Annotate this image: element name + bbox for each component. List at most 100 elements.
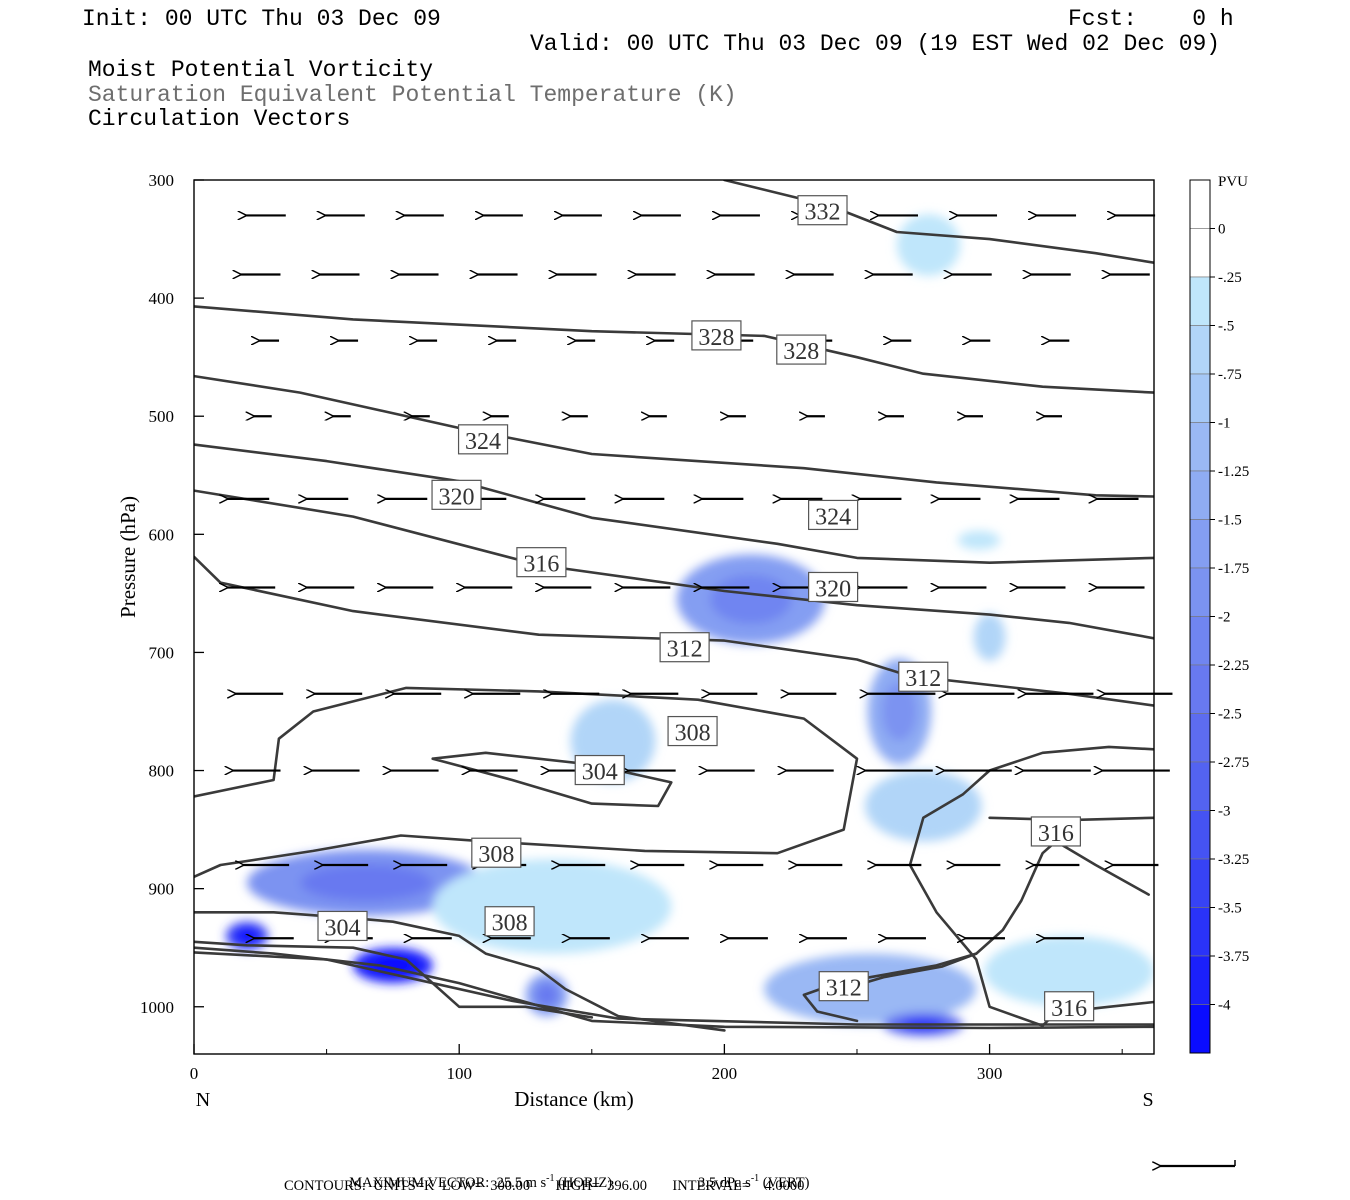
contour-label-box-17 [317, 910, 368, 942]
colorbar-swatch-17 [1189, 1004, 1211, 1054]
pv-region-4 [973, 613, 1006, 661]
contour-label-box-11 [898, 661, 949, 692]
max-vector-horiz: 25.5 m s [496, 1174, 547, 1191]
colorbar-level-4: -1 [1218, 416, 1231, 432]
colorbar-swatch-14 [1189, 858, 1211, 908]
contour-label-11: 312 [905, 666, 941, 692]
valid-time: Valid: 00 UTC Thu 03 Dec 09 (19 EST Wed … [530, 31, 1221, 57]
colorbar-swatch-3 [1189, 325, 1211, 375]
pv-core-7 [300, 864, 433, 901]
contour-label-9: 316 [1051, 996, 1087, 1022]
colorbar-swatch-11 [1189, 713, 1211, 763]
colorbar-swatch-13 [1189, 810, 1211, 860]
contour-label-box-6 [808, 571, 859, 603]
pv-region-12 [764, 953, 977, 1025]
contour-label-box-7 [516, 547, 567, 578]
contour-label-box-15 [484, 906, 535, 937]
horiz-tag: (HORIZ) [558, 1174, 613, 1191]
colorbar-level-10: -2.5 [1218, 707, 1242, 723]
vert-exponent: -1 [750, 1172, 760, 1184]
vert-tag: (VERT) [762, 1174, 810, 1191]
theta-e-contour-3 [194, 443, 1154, 564]
x-axis-label: Distance (km) [514, 1087, 634, 1111]
y-tick-label-2: 500 [149, 407, 175, 426]
theta-e-contour-7 [431, 751, 673, 808]
y-tick-label-4: 700 [149, 643, 175, 662]
y-tick-label-3: 600 [149, 525, 175, 544]
y-tick-label-0: 300 [149, 171, 175, 190]
colorbar-swatch-12 [1189, 761, 1211, 811]
x-tick-label-0: 0 [190, 1064, 199, 1083]
theta-e-contour-6 [194, 686, 859, 879]
contour-label-1: 328 [698, 325, 734, 351]
contour-label-5: 320 [439, 484, 475, 510]
colorbar-level-14: -3.5 [1218, 901, 1242, 917]
contour-label-box-5 [431, 479, 482, 510]
contour-label-box-16 [574, 754, 625, 786]
contour-label-12: 312 [826, 976, 862, 1002]
pv-core-11 [535, 983, 559, 1007]
colorbar-level-8: -2 [1218, 610, 1231, 626]
pv-region-8 [432, 859, 672, 954]
y-axis-label: Pressure (hPa) [116, 496, 140, 618]
contour-label-box-3 [457, 424, 509, 455]
max-vector-vert: 3.5 dPa s [698, 1174, 751, 1191]
colorbar-swatch-0 [1189, 179, 1211, 229]
theta-e-contour-12 [194, 951, 1154, 1026]
colorbar-level-2: -.5 [1218, 319, 1234, 335]
max-vector-line: MAXIMUM VECTOR: 25.5 m s-1 (HORIZ) 3.5 dP… [342, 1159, 809, 1190]
contour-label-6: 320 [815, 576, 851, 602]
colorbar-swatch-4 [1189, 373, 1211, 423]
contour-label-box-2 [776, 334, 827, 365]
pv-core-2 [881, 682, 917, 741]
colorbar-level-12: -3 [1218, 804, 1231, 820]
north-label: N [196, 1089, 210, 1111]
x-tick-label-2: 200 [712, 1064, 738, 1083]
contour-label-box-8 [1030, 816, 1081, 847]
colorbar-level-6: -1.5 [1218, 513, 1242, 529]
theta-e-contour-2 [194, 374, 1154, 498]
theta-e-contour-1 [194, 305, 1154, 394]
colorbar: PVU 0 -.25 -.5 -.75 -1 -1.25 -1.5 -1.75 -2 -2.25 -2… [1189, 174, 1249, 1054]
x-tick-label-3: 300 [977, 1064, 1003, 1083]
contour-labels: 332 328 328 324 324 320 320 316 316 316 312 312 312 3… [317, 195, 1095, 1022]
colorbar-level-1: -.25 [1218, 270, 1242, 286]
field-title-vectors: Circulation Vectors [88, 106, 351, 132]
colorbar-level-11: -2.75 [1218, 755, 1249, 771]
contour-label-box-13 [667, 715, 718, 747]
contour-label-box-14 [471, 837, 522, 868]
plot-frame [193, 179, 1155, 1055]
horiz-exponent: -1 [546, 1172, 555, 1184]
y-tick-label-5: 800 [149, 762, 175, 781]
colorbar-swatch-6 [1189, 470, 1211, 520]
colorbar-level-5: -1.25 [1218, 464, 1249, 480]
y-tick-label-6: 900 [149, 880, 175, 899]
contour-label-14: 308 [478, 842, 514, 868]
colorbar-swatch-2 [1189, 276, 1211, 326]
contour-label-17: 304 [325, 915, 361, 941]
colorbar-title: PVU [1218, 174, 1248, 190]
field-title-thetae: Saturation Equivalent Potential Temperat… [88, 82, 737, 108]
contour-label-3: 324 [465, 429, 501, 455]
init-time: Init: 00 UTC Thu 03 Dec 09 [82, 6, 441, 32]
colorbar-level-15: -3.75 [1218, 949, 1249, 965]
pv-core-1 [710, 574, 792, 624]
contour-label-box-0 [797, 195, 848, 226]
contour-label-2: 328 [783, 339, 819, 365]
max-vector-label: MAXIMUM VECTOR: [349, 1174, 490, 1191]
colorbar-swatch-9 [1189, 616, 1211, 666]
theta-e-contour-13 [908, 745, 1154, 1027]
colorbar-swatch-15 [1189, 907, 1211, 957]
colorbar-swatch-5 [1189, 422, 1211, 472]
forecast-hour: Fcst: 0 h [1068, 6, 1234, 32]
contour-label-0: 332 [805, 200, 841, 226]
contour-label-15: 308 [492, 911, 528, 937]
colorbar-swatch-10 [1189, 664, 1211, 714]
contour-label-box-1 [691, 320, 742, 351]
pv-region-6 [864, 770, 982, 842]
contour-label-4: 324 [815, 504, 851, 530]
contour-label-7: 316 [523, 552, 559, 578]
colorbar-level-0: 0 [1218, 222, 1226, 238]
y-tick-label-1: 400 [149, 289, 175, 308]
field-title-pv: Moist Potential Vorticity [88, 57, 434, 83]
